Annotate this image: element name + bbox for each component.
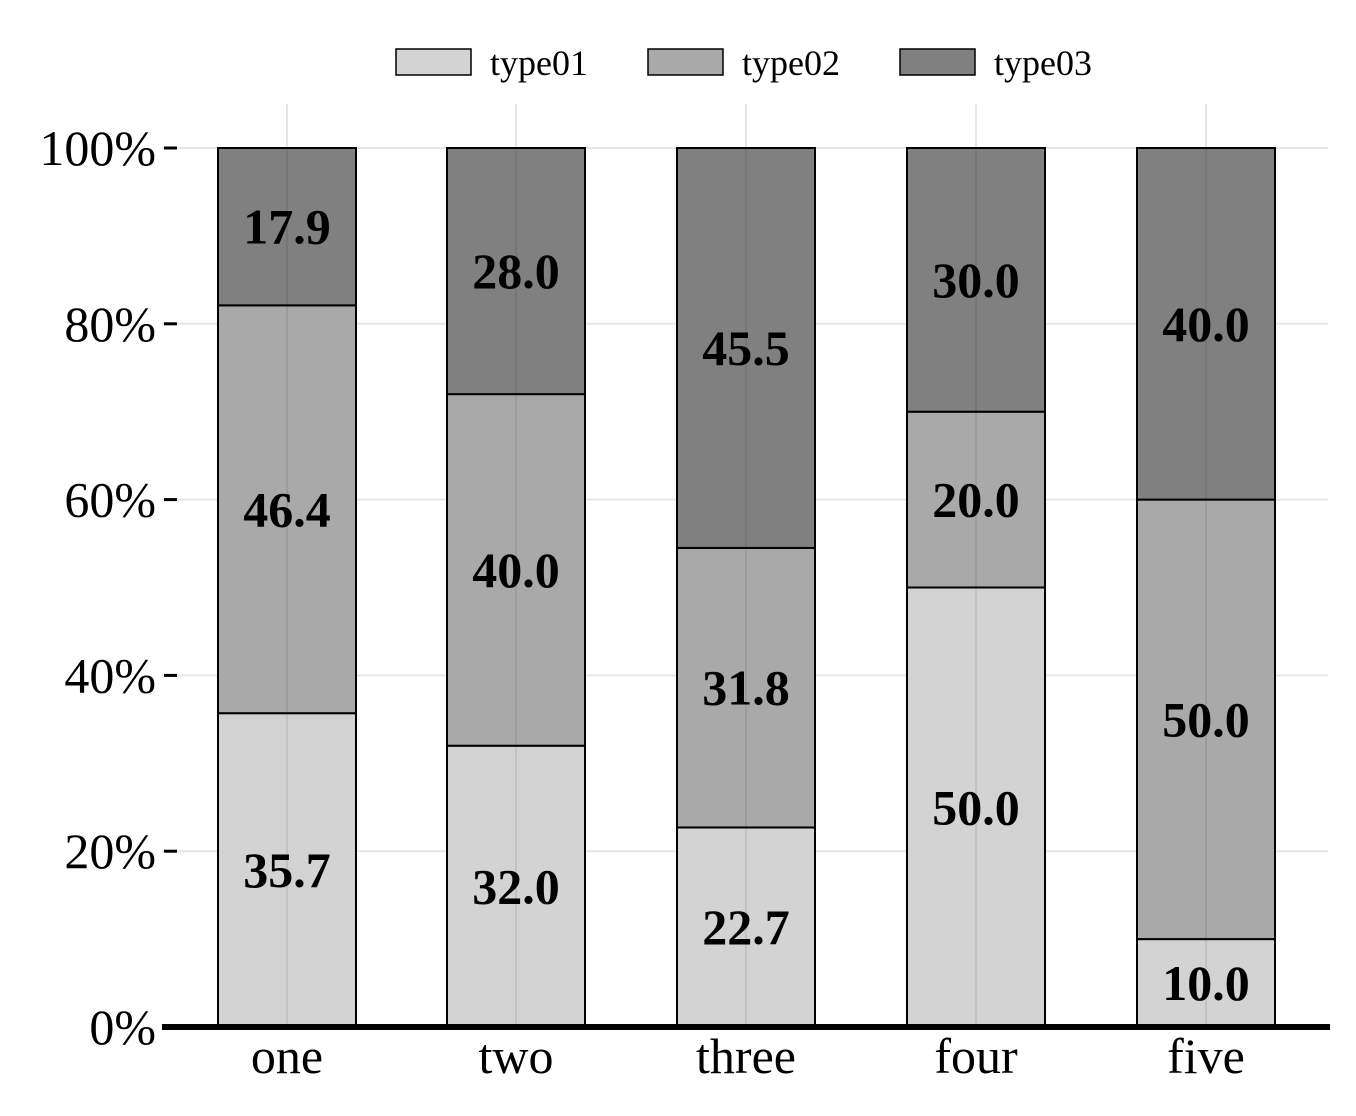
x-tick-label: two	[479, 1028, 554, 1084]
bar-segment	[676, 147, 816, 549]
legend-label: type01	[490, 43, 588, 83]
legend-swatch	[395, 48, 472, 76]
data-label: 50.0	[1162, 691, 1250, 747]
data-label: 30.0	[932, 252, 1020, 308]
x-tick-label: one	[251, 1028, 323, 1084]
y-tick-label: 20%	[64, 823, 156, 879]
bar-segment	[217, 147, 357, 307]
bar-segment	[906, 410, 1046, 589]
bar-segment	[446, 393, 586, 747]
x-tick-label: four	[934, 1028, 1018, 1084]
bar-segment	[1136, 147, 1276, 501]
x-tick-label: three	[696, 1028, 796, 1084]
y-tick-label: 40%	[64, 647, 156, 703]
y-tick-label: 100%	[39, 120, 156, 176]
legend-label: type02	[742, 43, 840, 83]
bar-segment	[446, 744, 586, 1028]
legend: type01 type02 type03	[395, 43, 1092, 83]
y-axis: 0% 20% 40% 60% 80% 100%	[39, 120, 177, 1055]
data-label: 31.8	[702, 660, 790, 716]
data-label: 20.0	[932, 472, 1020, 528]
data-label: 22.7	[702, 899, 790, 955]
y-tick-label: 0%	[89, 999, 156, 1055]
y-tick-label: 60%	[64, 472, 156, 528]
legend-label: type03	[994, 43, 1092, 83]
data-label: 35.7	[243, 842, 331, 898]
bar-segment	[217, 712, 357, 1029]
data-label: 50.0	[932, 779, 1020, 835]
data-label: 32.0	[472, 858, 560, 914]
data-label: 17.9	[243, 199, 331, 255]
data-label: 28.0	[472, 243, 560, 299]
data-labels: 35.7 46.4 17.9 32.0 40.0 28.0 22.7 31.8 45.5 50.0…	[243, 199, 1250, 1011]
data-label: 40.0	[472, 542, 560, 598]
bar-segment	[1136, 938, 1276, 1028]
bar-segment	[906, 586, 1046, 1028]
bar-segment	[676, 546, 816, 829]
data-label: 40.0	[1162, 296, 1250, 352]
legend-swatch	[647, 48, 724, 76]
bar-segment	[217, 304, 357, 715]
x-axis: one two three four five	[162, 1024, 1330, 1084]
x-tick-label: five	[1167, 1028, 1245, 1084]
legend-swatch	[899, 48, 976, 76]
data-label: 10.0	[1162, 955, 1250, 1011]
y-tick-label: 80%	[64, 296, 156, 352]
data-label: 45.5	[702, 320, 790, 376]
bars	[217, 147, 1276, 1029]
bar-segment	[906, 147, 1046, 413]
bar-segment	[446, 147, 586, 396]
data-label: 46.4	[243, 481, 331, 537]
